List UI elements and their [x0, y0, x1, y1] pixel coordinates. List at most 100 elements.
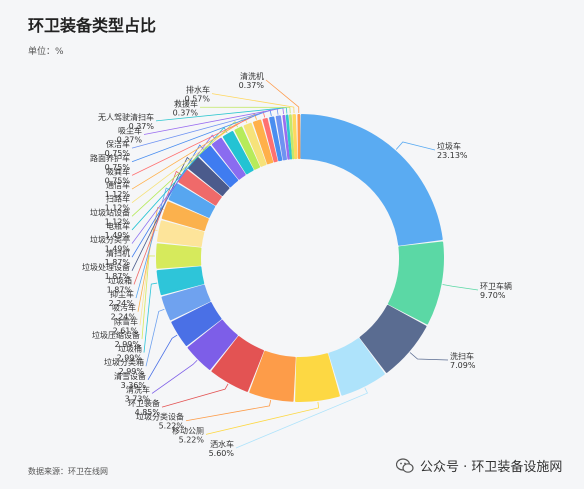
label-value: 7.09%	[450, 361, 476, 370]
slice-排水车	[292, 114, 298, 160]
slice-扫路车	[243, 122, 267, 167]
slice-吸尘车	[282, 114, 290, 160]
label-value: 1.49%	[105, 245, 131, 254]
label-value: 5.60%	[209, 449, 235, 458]
label-name: 抑尘车	[110, 289, 134, 299]
label-name: 环卫装备	[128, 398, 160, 408]
label-name: 移动公厕	[172, 425, 204, 435]
label-value: 0.57%	[185, 95, 211, 104]
label-name: 救援车	[174, 98, 198, 108]
label-name: 扫路车	[106, 194, 130, 204]
label-name: 排水车	[186, 85, 210, 95]
slice-垃圾分类亭	[211, 137, 246, 180]
label-value: 2.99%	[115, 340, 141, 349]
label-name: 环卫车辆	[480, 281, 512, 291]
leader-环卫装备	[161, 383, 229, 408]
slice-清雪设备	[171, 302, 222, 346]
slice-垃圾箱	[178, 169, 222, 206]
label-value: 0.75%	[105, 163, 131, 172]
leader-清洗车	[151, 359, 198, 394]
leader-通信车	[131, 113, 257, 190]
unit-label: 单位：%	[28, 47, 64, 57]
leader-垃圾压缩设备	[141, 255, 156, 339]
label-value: 2.24%	[109, 299, 135, 308]
wechat-icon	[396, 457, 414, 473]
label-value: 9.70%	[480, 291, 506, 300]
leader-洒水车	[235, 387, 368, 449]
slice-吸污车	[161, 201, 209, 232]
donut-slices	[156, 114, 444, 402]
leader-移动公厕	[205, 401, 320, 435]
watermark: 公众号 · 环卫装备设施网	[396, 456, 562, 475]
label-name: 清洗机	[240, 71, 264, 81]
leader-清洗机	[265, 79, 300, 114]
leader-垃圾分类设备	[185, 399, 272, 422]
label-value: 23.13%	[437, 151, 468, 160]
label-value: 1.12%	[105, 217, 131, 226]
slice-通信车	[252, 119, 274, 165]
slice-抑尘车	[168, 183, 216, 218]
slice-除雪车	[157, 220, 205, 248]
label-value: 1.87%	[107, 285, 133, 294]
leader-路面养护车	[131, 109, 272, 163]
slice-清扫机	[199, 145, 239, 188]
slice-保洁车	[275, 115, 287, 161]
label-value: 1.49%	[105, 231, 131, 240]
slice-垃圾压缩设备	[156, 243, 202, 269]
label-value: 3.36%	[121, 381, 147, 390]
label-name: 路面养护车	[90, 153, 130, 163]
label-value: 0.75%	[105, 149, 131, 158]
label-value: 1.12%	[105, 204, 131, 213]
slice-无人驾驶清扫车	[285, 114, 293, 160]
leader-清雪设备	[147, 334, 178, 381]
watermark-text: 公众号 · 环卫装备设施网	[420, 460, 563, 475]
label-name: 吸污车	[112, 303, 136, 313]
label-name: 吸粪车	[106, 166, 130, 176]
label-name: 垃圾分类设备	[136, 412, 184, 422]
label-value: 3.73%	[125, 394, 151, 403]
leader-洗扫车	[409, 352, 449, 361]
label-name: 保洁车	[106, 139, 130, 149]
label-name: 垃圾桶	[118, 344, 142, 354]
label-value: 2.24%	[111, 313, 137, 322]
slice-垃圾桶	[156, 266, 205, 296]
leader-垃圾分类箱	[145, 308, 165, 367]
slice-洗扫车	[359, 304, 427, 373]
slice-环卫车辆	[387, 241, 444, 325]
leader-垃圾车	[395, 141, 436, 151]
label-name: 垃圾分类亭	[90, 235, 130, 245]
data-source: 数据来源：环卫在线网	[28, 467, 108, 476]
label-name: 电瓶车	[106, 221, 130, 231]
label-value: 1.12%	[105, 190, 131, 199]
leader-lines	[131, 79, 479, 449]
label-name: 清雪设备	[114, 371, 146, 381]
slice-路面养护车	[269, 116, 283, 162]
label-name: 垃圾分类箱	[104, 357, 144, 367]
slice-垃圾分类箱	[161, 284, 211, 321]
slice-垃圾车	[300, 114, 443, 246]
leader-环卫车辆	[442, 284, 479, 291]
label-value: 2.99%	[117, 354, 143, 363]
label-name: 垃圾站设备	[90, 207, 130, 217]
label-value: 0.37%	[117, 136, 143, 145]
label-name: 无人驾驶清扫车	[98, 112, 154, 122]
label-name: 洗扫车	[450, 351, 474, 361]
label-name: 通信车	[106, 180, 130, 190]
label-name: 洒水车	[210, 439, 234, 449]
label-name: 垃圾车	[437, 141, 461, 151]
label-value: 1.87%	[105, 272, 131, 281]
label-value: 4.85%	[135, 408, 161, 417]
label-value: 0.37%	[129, 122, 155, 131]
slice-吸粪车	[262, 117, 278, 163]
slice-环卫装备	[211, 336, 264, 392]
label-name: 垃圾箱	[108, 275, 132, 285]
leader-垃圾桶	[143, 282, 158, 353]
label-value: 2.99%	[119, 367, 145, 376]
label-value: 1.87%	[105, 258, 131, 267]
label-name: 清洗车	[126, 384, 150, 394]
slice-救援车	[289, 114, 295, 160]
label-value: 0.37%	[239, 81, 265, 90]
label-value: 2.61%	[113, 326, 139, 335]
